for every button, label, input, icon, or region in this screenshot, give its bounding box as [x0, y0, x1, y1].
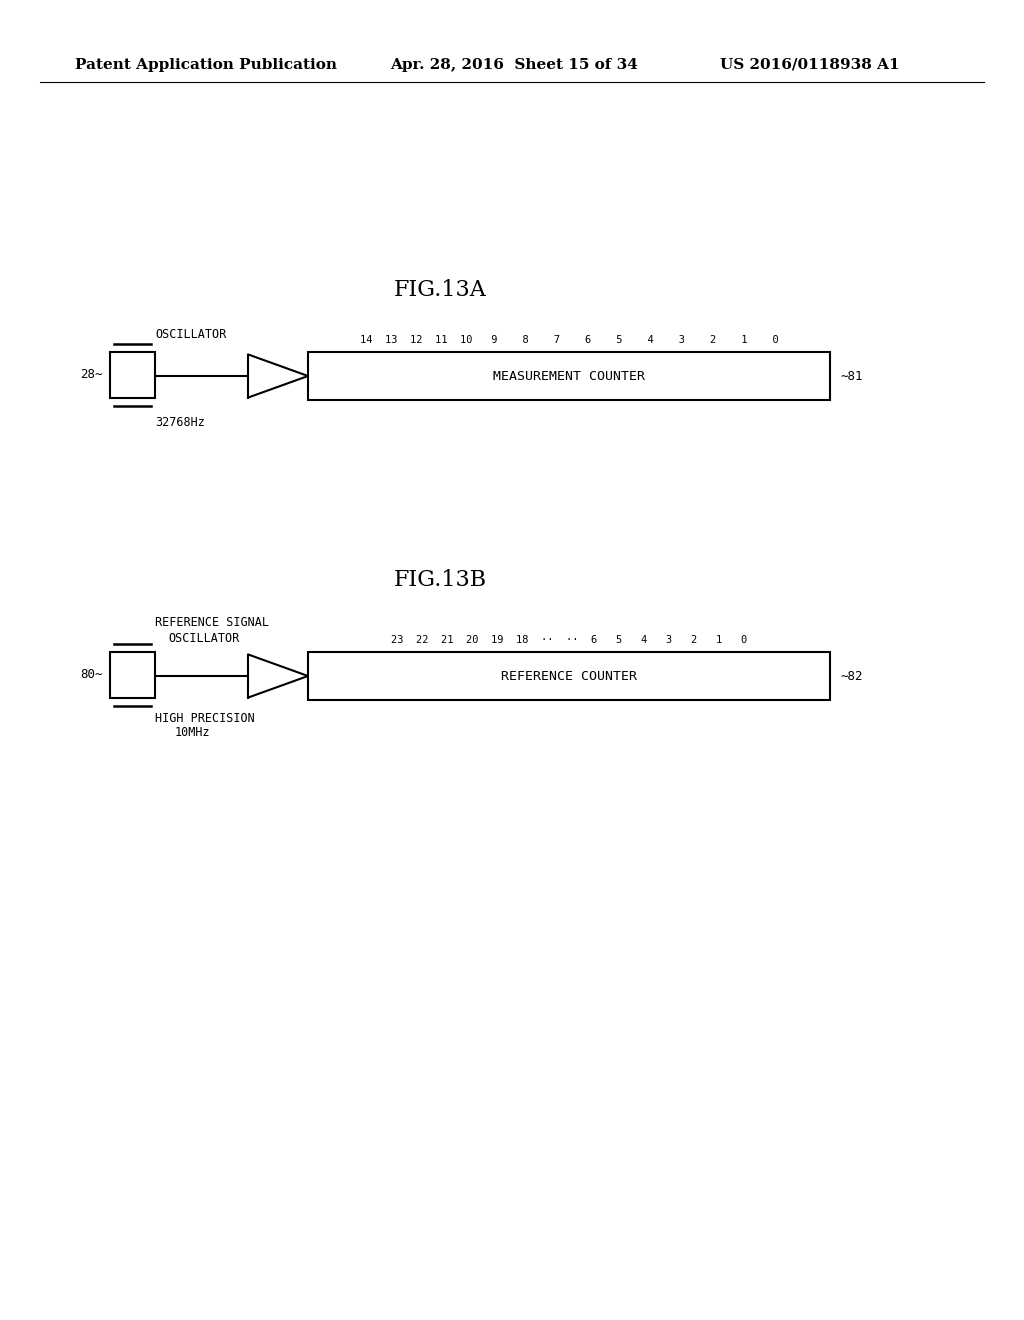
Bar — [308, 652, 830, 700]
Text: 28∼: 28∼ — [81, 368, 103, 381]
Text: 14  13  12  11  10   9    8    7    6    5    4    3    2    1    0: 14 13 12 11 10 9 8 7 6 5 4 3 2 1 0 — [359, 335, 778, 345]
Text: US 2016/0118938 A1: US 2016/0118938 A1 — [720, 58, 900, 73]
Text: OSCILLATOR: OSCILLATOR — [168, 631, 240, 644]
Text: MEASUREMENT COUNTER: MEASUREMENT COUNTER — [493, 370, 645, 383]
Text: REFERENCE SIGNAL: REFERENCE SIGNAL — [155, 615, 269, 628]
Text: OSCILLATOR: OSCILLATOR — [155, 329, 226, 342]
Text: 23  22  21  20  19  18  ··  ··  6   5   4   3   2   1   0: 23 22 21 20 19 18 ·· ·· 6 5 4 3 2 1 0 — [391, 635, 748, 645]
Text: Patent Application Publication: Patent Application Publication — [75, 58, 337, 73]
Bar — [308, 352, 830, 400]
Bar — [110, 652, 155, 698]
Bar — [110, 352, 155, 399]
Text: 32768Hz: 32768Hz — [155, 416, 205, 429]
Text: REFERENCE COUNTER: REFERENCE COUNTER — [501, 669, 637, 682]
Text: Apr. 28, 2016  Sheet 15 of 34: Apr. 28, 2016 Sheet 15 of 34 — [390, 58, 638, 73]
Text: ∼82: ∼82 — [840, 669, 862, 682]
Text: 10MHz: 10MHz — [175, 726, 211, 739]
Text: FIG.13A: FIG.13A — [393, 279, 486, 301]
Text: FIG.13B: FIG.13B — [393, 569, 486, 591]
Text: 80∼: 80∼ — [81, 668, 103, 681]
Text: HIGH PRECISION: HIGH PRECISION — [155, 711, 255, 725]
Text: ∼81: ∼81 — [840, 370, 862, 383]
